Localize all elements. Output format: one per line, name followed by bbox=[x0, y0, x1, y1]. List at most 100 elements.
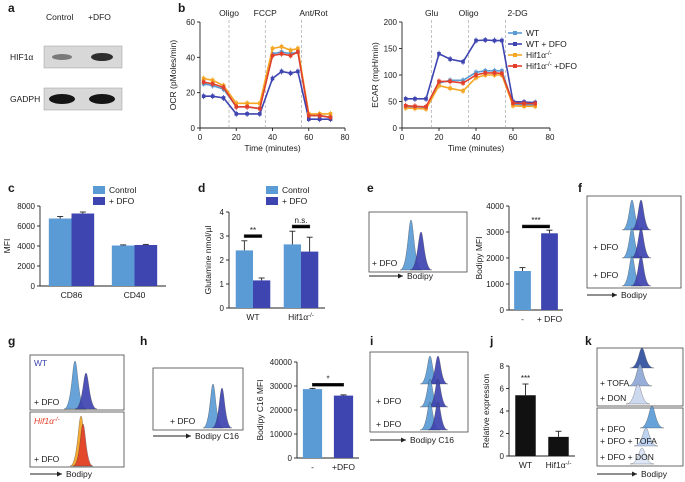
histogram-label: + TOFA bbox=[600, 378, 630, 388]
histogram-label: + DFO bbox=[600, 424, 626, 434]
legend-marker bbox=[513, 42, 517, 46]
data-point bbox=[270, 46, 275, 51]
histogram-peak bbox=[625, 383, 651, 405]
data-point bbox=[270, 76, 275, 81]
x-tick-label: 80 bbox=[546, 133, 555, 142]
histogram-frame bbox=[596, 347, 684, 407]
significance-label: *** bbox=[521, 374, 530, 383]
histogram-h: + DFO Bodipy C16 bbox=[152, 367, 244, 441]
x-tick-label: 60 bbox=[509, 133, 518, 142]
histogram-frame bbox=[368, 211, 468, 273]
y-axis-label: MFI bbox=[2, 239, 12, 254]
histogram-axis-label: Bodipy C16 bbox=[410, 435, 454, 445]
panel-label-k: k bbox=[585, 334, 592, 348]
data-point bbox=[296, 69, 300, 74]
bar bbox=[283, 244, 301, 308]
data-point bbox=[306, 113, 311, 118]
y-tick-label: 20 bbox=[186, 89, 195, 98]
significance-bracket bbox=[312, 382, 344, 387]
y-tick-label: 6000 bbox=[17, 222, 35, 231]
y-tick-label: 8000 bbox=[17, 202, 35, 211]
category-label: CD40 bbox=[124, 290, 146, 300]
legend-entry: + DFO bbox=[282, 196, 308, 206]
injection-label: Oligo bbox=[459, 8, 479, 18]
y-tick-label: 4000 bbox=[486, 202, 504, 211]
x-tick-label: 40 bbox=[268, 133, 277, 142]
legend-entry: WT bbox=[526, 28, 539, 38]
y-tick-label: 4000 bbox=[17, 242, 35, 251]
histogram-peak bbox=[427, 401, 449, 431]
blot-band-gadph-dfo bbox=[89, 94, 115, 104]
histogram-peak bbox=[427, 378, 449, 408]
y-tick-label: 2000 bbox=[17, 262, 35, 271]
blot-row-gadph: GADPH bbox=[10, 94, 40, 104]
y-tick-label: 0 bbox=[500, 452, 505, 461]
legend-swatch bbox=[93, 186, 105, 194]
data-point bbox=[403, 103, 408, 108]
data-point bbox=[258, 106, 262, 111]
data-point bbox=[317, 113, 322, 118]
data-point bbox=[522, 101, 526, 106]
panel-label-i: i bbox=[370, 334, 373, 348]
data-point bbox=[245, 105, 249, 109]
category-label: CD86 bbox=[61, 290, 83, 300]
histogram-label: WT bbox=[34, 358, 47, 368]
x-tick-label: 20 bbox=[435, 133, 444, 142]
histogram-label: + DFO bbox=[376, 396, 402, 406]
y-tick-label: 0 bbox=[31, 282, 36, 291]
category-label: WT bbox=[519, 460, 532, 470]
legend-marker bbox=[513, 64, 517, 68]
bodipy-c16-mfi-bar-chart: 0 10000 20000 30000 40000 Bodipy C16 MFI - +DFO… bbox=[255, 358, 359, 472]
y-tick-label: 50 bbox=[388, 98, 397, 107]
bar bbox=[333, 395, 354, 458]
legend-swatch bbox=[93, 197, 105, 205]
data-point bbox=[500, 38, 504, 43]
data-point bbox=[317, 117, 322, 121]
y-tick-label: 6 bbox=[500, 385, 505, 394]
data-point bbox=[448, 57, 452, 61]
legend-entry: + DFO bbox=[109, 196, 135, 206]
data-point bbox=[258, 112, 262, 116]
bar bbox=[301, 251, 319, 308]
data-point bbox=[306, 117, 311, 121]
data-point bbox=[474, 73, 478, 77]
data-point bbox=[210, 78, 215, 83]
data-point bbox=[288, 48, 293, 53]
y-tick-label: 2 bbox=[500, 430, 505, 439]
data-point bbox=[461, 59, 465, 64]
data-point bbox=[279, 44, 284, 49]
data-point bbox=[413, 97, 417, 101]
legend-entry: Control bbox=[109, 185, 137, 195]
panel-label-j: j bbox=[489, 334, 493, 348]
bar bbox=[71, 213, 95, 286]
arrow-head bbox=[398, 273, 403, 279]
significance-label: *** bbox=[531, 216, 540, 225]
data-point bbox=[461, 89, 465, 93]
y-tick-label: 8 bbox=[500, 362, 505, 371]
bar bbox=[541, 233, 558, 310]
data-point bbox=[210, 82, 215, 86]
glutamine-bar-chart: 0 1 2 3 4 Glutamine nmol/µl WT Hif1α-/- Control+… bbox=[203, 185, 325, 322]
x-tick-label: 60 bbox=[304, 133, 313, 142]
histogram-frame bbox=[152, 367, 244, 431]
bar bbox=[235, 250, 253, 308]
bodipy-mfi-bar-chart: 0 1000 2000 3000 4000 Bodipy MFI - + DFO *** bbox=[474, 202, 563, 324]
histogram-peak bbox=[629, 347, 655, 369]
injection-label: Oligo bbox=[219, 8, 239, 18]
data-point bbox=[437, 83, 441, 88]
significance-label: * bbox=[326, 374, 329, 383]
x-tick-label: 20 bbox=[232, 133, 241, 142]
data-point bbox=[201, 76, 206, 81]
injection-label: Glu bbox=[425, 8, 439, 18]
legend-entry: Hif1α-/- +DFO bbox=[526, 61, 577, 71]
histogram-peak bbox=[629, 447, 655, 465]
ocr-line-chart: 0 20 40 60 0 20 40 60 80 Time (minutes) OCR (pMole… bbox=[168, 8, 350, 153]
data-point bbox=[270, 53, 275, 58]
data-point bbox=[500, 71, 504, 76]
blot-band-hif1a-dfo bbox=[91, 53, 113, 61]
data-point bbox=[328, 112, 333, 116]
significance-bracket bbox=[291, 224, 311, 229]
histogram-label: + DFO + DON bbox=[600, 452, 654, 462]
histogram-peak bbox=[630, 227, 652, 259]
y-axis-label: ECAR (mpH/min) bbox=[370, 42, 380, 108]
